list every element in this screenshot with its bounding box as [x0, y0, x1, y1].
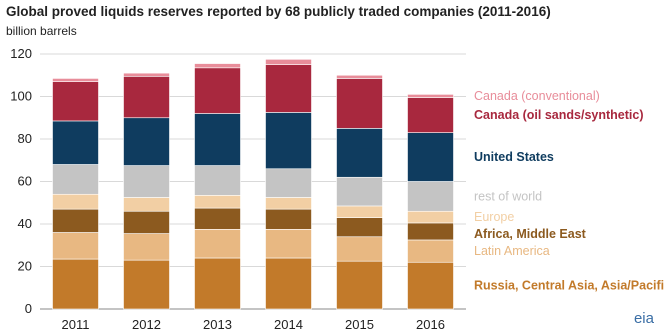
bar-segment	[123, 259, 170, 310]
y-tick-label: 120	[10, 46, 32, 61]
bar-segment	[407, 94, 454, 98]
y-tick-label: 60	[18, 174, 32, 189]
legend: Russia, Central Asia, Asia/Pacific Latin …	[474, 89, 664, 293]
bar-segment	[52, 232, 99, 260]
bar-segment	[407, 222, 454, 241]
bar-segment	[194, 207, 241, 230]
bar-segment	[265, 112, 312, 170]
x-tick-label: 2013	[203, 317, 232, 331]
x-tick-label: 2015	[345, 317, 374, 331]
bar-segment	[265, 208, 312, 230]
y-tick-label: 80	[18, 131, 32, 146]
legend-label: Canada (conventional)	[474, 89, 600, 103]
bar-segment	[407, 261, 454, 310]
bar-segment	[52, 193, 99, 210]
eia-logo: eia	[633, 310, 654, 327]
bar-segment	[52, 81, 99, 122]
bar-segment	[194, 63, 241, 69]
bar-segment	[194, 113, 241, 166]
bar-segment	[52, 208, 99, 233]
x-tick-label: 2014	[274, 317, 303, 331]
bar-segment	[407, 239, 454, 263]
bar-segment	[52, 78, 99, 82]
y-tick-label: 100	[10, 89, 32, 104]
x-tick-label: 2012	[132, 317, 161, 331]
bar-segment	[194, 195, 241, 209]
bar-segment	[407, 181, 454, 212]
bar-segment	[52, 164, 99, 195]
bar-segment	[123, 197, 170, 212]
bar-segment	[123, 76, 170, 119]
chart-subtitle: billion barrels	[6, 24, 77, 38]
bar-segment	[265, 168, 312, 198]
bar-segment	[194, 165, 241, 196]
bar-segment	[194, 257, 241, 310]
legend-label: Canada (oil sands/synthetic)	[474, 108, 643, 122]
y-tick-label: 0	[25, 301, 32, 316]
bar-segment	[407, 97, 454, 133]
bar-segment	[336, 74, 383, 79]
bar-segment	[123, 210, 170, 234]
bar-segment	[265, 197, 312, 210]
legend-label: rest of world	[474, 189, 542, 203]
bar-segment	[336, 260, 383, 310]
bar-segment	[265, 59, 312, 65]
y-axis-ticks: 0 20 40 60 80 100 120	[10, 46, 32, 316]
bar-segment	[52, 258, 99, 310]
bar-segment	[336, 217, 383, 238]
bar-segment	[123, 72, 170, 77]
bar-segment	[265, 257, 312, 310]
bar-segment	[336, 205, 383, 218]
legend-label: United States	[474, 150, 554, 164]
y-tick-label: 20	[18, 259, 32, 274]
x-axis-ticks: 2011 2012 2013 2014 2015 2016	[62, 317, 445, 331]
bar-segment	[336, 128, 383, 178]
bar-segment	[194, 67, 241, 114]
bar-segment	[265, 64, 312, 113]
bar-segment	[407, 210, 454, 224]
bar-segment	[407, 132, 454, 182]
gridlines	[40, 53, 466, 310]
bar-segment	[336, 236, 383, 262]
bar-segment	[123, 165, 170, 198]
x-tick-label: 2011	[62, 317, 90, 331]
bars	[52, 59, 454, 310]
chart-title: Global proved liquids reserves reported …	[6, 4, 551, 19]
bar-segment	[123, 117, 170, 166]
legend-label: Europe	[474, 210, 514, 224]
bar-segment	[52, 120, 99, 165]
legend-label: Latin America	[474, 244, 550, 258]
x-tick-label: 2016	[416, 317, 445, 331]
legend-label: Russia, Central Asia, Asia/Pacific	[474, 279, 664, 293]
bar-segment	[123, 233, 170, 261]
y-tick-label: 40	[18, 216, 32, 231]
bar-segment	[336, 176, 383, 207]
bar-segment	[194, 229, 241, 259]
legend-label: Africa, Middle East	[474, 227, 587, 241]
bar-segment	[265, 229, 312, 259]
bar-segment	[336, 78, 383, 129]
